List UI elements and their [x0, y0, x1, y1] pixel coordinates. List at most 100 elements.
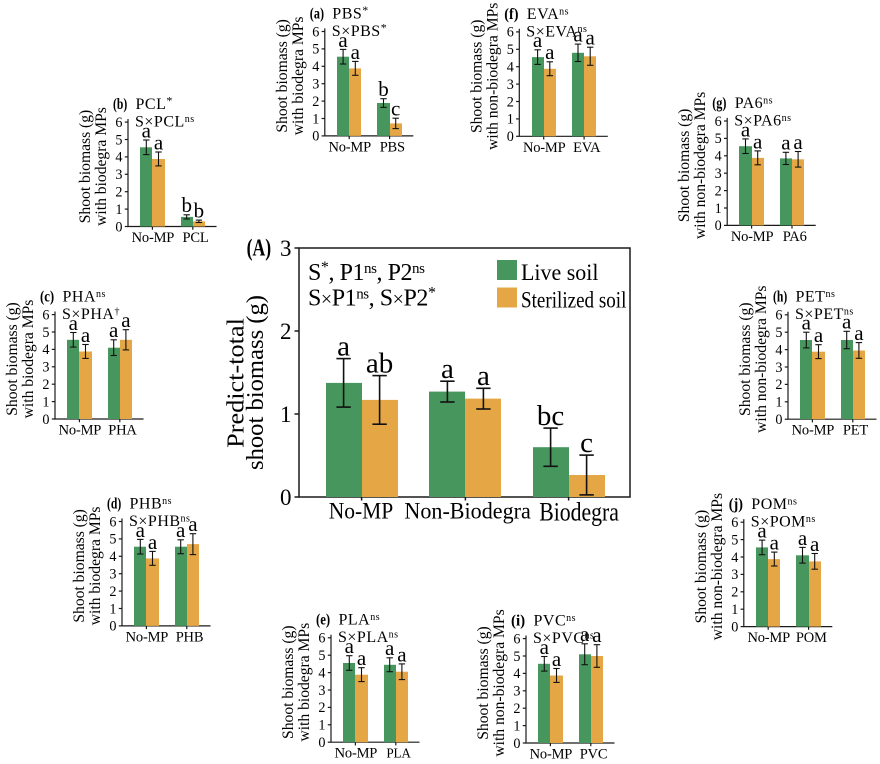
- svg-text:a: a: [592, 623, 602, 647]
- svg-text:a: a: [757, 519, 767, 543]
- svg-text:No-MP: No-MP: [132, 230, 175, 246]
- svg-text:3: 3: [280, 236, 292, 261]
- svg-text:a: a: [69, 311, 79, 335]
- svg-text:1: 1: [318, 718, 325, 734]
- svg-text:0: 0: [42, 412, 49, 428]
- svg-text:c: c: [580, 427, 593, 459]
- svg-text:1: 1: [731, 602, 738, 618]
- svg-text:2: 2: [731, 585, 738, 601]
- svg-text:4: 4: [312, 59, 319, 75]
- svg-text:4: 4: [109, 549, 116, 565]
- svg-text:2: 2: [109, 584, 116, 600]
- svg-text:(a): (a): [310, 5, 324, 22]
- svg-text:a: a: [81, 323, 91, 347]
- svg-text:a: a: [441, 353, 454, 385]
- svg-text:0: 0: [715, 218, 722, 234]
- svg-text:2: 2: [513, 701, 520, 717]
- svg-text:1: 1: [42, 394, 49, 410]
- svg-text:Shoot biomass (g): Shoot biomass (g): [737, 302, 754, 416]
- svg-text:a: a: [136, 518, 146, 542]
- svg-text:5: 5: [115, 132, 122, 148]
- svg-text:a: a: [753, 129, 763, 153]
- svg-text:a: a: [148, 530, 158, 554]
- svg-text:a: a: [798, 526, 808, 550]
- svg-text:0: 0: [513, 736, 520, 752]
- svg-text:1: 1: [775, 395, 782, 411]
- svg-text:S×P1ns, S×P2*: S×P1ns, S×P2*: [308, 285, 436, 312]
- svg-text:4: 4: [715, 149, 722, 165]
- svg-text:5: 5: [731, 532, 738, 548]
- svg-text:PA6ns: PA6ns: [735, 95, 773, 112]
- svg-text:4: 4: [115, 150, 122, 166]
- svg-text:S×PA6ns: S×PA6ns: [734, 112, 791, 129]
- svg-text:0: 0: [775, 412, 782, 428]
- svg-text:3: 3: [109, 567, 116, 583]
- svg-text:0: 0: [318, 735, 325, 751]
- svg-text:S×PVCns: S×PVCns: [533, 630, 594, 647]
- svg-text:a: a: [540, 635, 550, 659]
- svg-text:No-MP: No-MP: [530, 747, 573, 763]
- svg-text:(b): (b): [113, 96, 127, 113]
- svg-text:PVC: PVC: [580, 747, 608, 763]
- svg-text:a: a: [854, 321, 864, 345]
- svg-text:PETns: PETns: [796, 289, 836, 306]
- svg-text:Predict-total: Predict-total: [224, 318, 250, 448]
- svg-text:2: 2: [115, 185, 122, 201]
- svg-text:bc: bc: [537, 400, 564, 432]
- svg-text:No-MP: No-MP: [59, 423, 102, 439]
- svg-text:5: 5: [312, 42, 319, 58]
- svg-text:Shoot biomass (g): Shoot biomass (g): [468, 20, 485, 134]
- svg-text:2: 2: [715, 183, 722, 199]
- svg-text:ab: ab: [366, 347, 393, 379]
- svg-text:S×POMns: S×POMns: [751, 514, 816, 531]
- svg-text:a: a: [814, 323, 824, 347]
- svg-text:(f): (f): [504, 6, 518, 23]
- svg-text:a: a: [176, 518, 186, 542]
- svg-text:a: a: [338, 28, 348, 52]
- svg-text:S*, P1ns, P2ns: S*, P1ns, P2ns: [308, 259, 425, 286]
- svg-text:Sterilized soil: Sterilized soil: [521, 287, 626, 312]
- svg-text:PCL*: PCL*: [136, 94, 173, 114]
- svg-text:1: 1: [109, 601, 116, 617]
- svg-text:2: 2: [507, 94, 514, 110]
- svg-text:with biodegra MPs: with biodegra MPs: [290, 17, 307, 136]
- svg-text:1: 1: [513, 718, 520, 734]
- svg-text:6: 6: [312, 24, 319, 40]
- svg-text:5: 5: [507, 42, 514, 58]
- svg-text:PHAns: PHAns: [63, 289, 106, 306]
- svg-text:with biodegra MPs: with biodegra MPs: [296, 623, 313, 742]
- svg-text:3: 3: [42, 360, 49, 376]
- svg-text:a: a: [552, 647, 562, 671]
- svg-text:5: 5: [513, 649, 520, 665]
- svg-text:a: a: [573, 23, 583, 47]
- svg-text:(g): (g): [712, 95, 726, 112]
- svg-text:PCL: PCL: [183, 230, 209, 246]
- svg-text:a: a: [842, 310, 852, 334]
- svg-text:0: 0: [312, 129, 319, 145]
- svg-text:EVAns: EVAns: [527, 6, 569, 23]
- svg-text:3: 3: [507, 77, 514, 93]
- svg-text:0: 0: [280, 485, 292, 510]
- svg-text:Shoot biomass (g): Shoot biomass (g): [4, 302, 21, 416]
- svg-text:No-MP: No-MP: [126, 629, 169, 645]
- svg-text:3: 3: [731, 567, 738, 583]
- svg-text:a: a: [810, 532, 820, 556]
- svg-text:5: 5: [42, 325, 49, 341]
- svg-text:2: 2: [280, 319, 292, 344]
- svg-text:Non-Biodegra: Non-Biodegra: [404, 499, 530, 524]
- svg-text:Shoot biomass (g): Shoot biomass (g): [280, 625, 297, 739]
- svg-text:a: a: [586, 26, 596, 50]
- svg-text:No-MP: No-MP: [731, 229, 774, 245]
- svg-text:b: b: [378, 77, 389, 101]
- svg-text:(c): (c): [40, 289, 54, 306]
- svg-text:S×PCLns: S×PCLns: [135, 114, 195, 131]
- svg-text:No-MP: No-MP: [747, 630, 790, 646]
- svg-text:Biodegra: Biodegra: [539, 498, 619, 527]
- svg-text:(d): (d): [107, 495, 121, 512]
- svg-text:EVA: EVA: [573, 140, 601, 156]
- svg-text:0: 0: [731, 619, 738, 635]
- svg-text:6: 6: [318, 631, 325, 647]
- svg-text:1: 1: [312, 111, 319, 127]
- svg-text:3: 3: [513, 684, 520, 700]
- svg-text:2: 2: [42, 377, 49, 393]
